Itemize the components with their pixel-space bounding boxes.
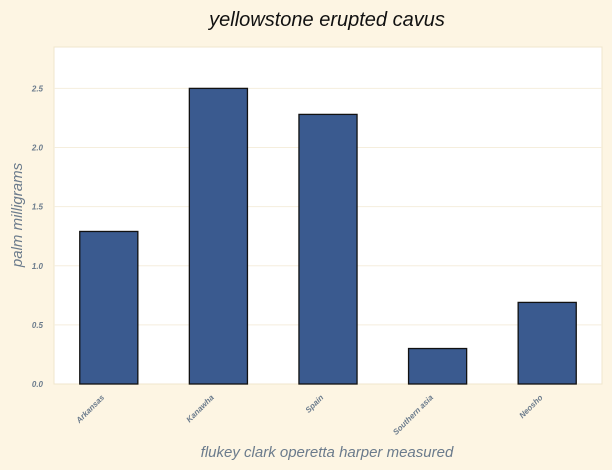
y-tick-label: 2.0 bbox=[31, 144, 44, 153]
y-tick-label: 2.5 bbox=[31, 84, 44, 93]
x-tick-label: Neosho bbox=[518, 393, 545, 420]
x-tick-label: Southern asia bbox=[391, 393, 435, 437]
bar bbox=[188, 87, 249, 385]
x-tick-label: Spain bbox=[304, 393, 326, 415]
bar bbox=[79, 230, 139, 385]
bars bbox=[79, 87, 577, 385]
x-axis-label: flukey clark operetta harper measured bbox=[201, 444, 454, 461]
y-tick-label: 0.5 bbox=[32, 321, 44, 330]
y-tick-label: 1.5 bbox=[32, 203, 44, 212]
x-axis-ticks: Arkansas Kanawha Spain Southern asia Neosho bbox=[74, 393, 545, 437]
y-axis-label: palm milligrams bbox=[9, 162, 26, 268]
bar bbox=[517, 301, 577, 385]
y-tick-label: 1.0 bbox=[32, 262, 44, 271]
y-axis-ticks: 0.0 0.5 1.0 1.5 2.0 2.5 bbox=[31, 84, 44, 389]
y-tick-label: 0.0 bbox=[32, 380, 44, 389]
x-tick-label: Arkansas bbox=[74, 393, 107, 426]
bar bbox=[298, 113, 358, 385]
bar bbox=[407, 347, 468, 385]
x-tick-label: Kanawha bbox=[185, 393, 217, 425]
chart-title: yellowstone erupted cavus bbox=[207, 9, 445, 31]
